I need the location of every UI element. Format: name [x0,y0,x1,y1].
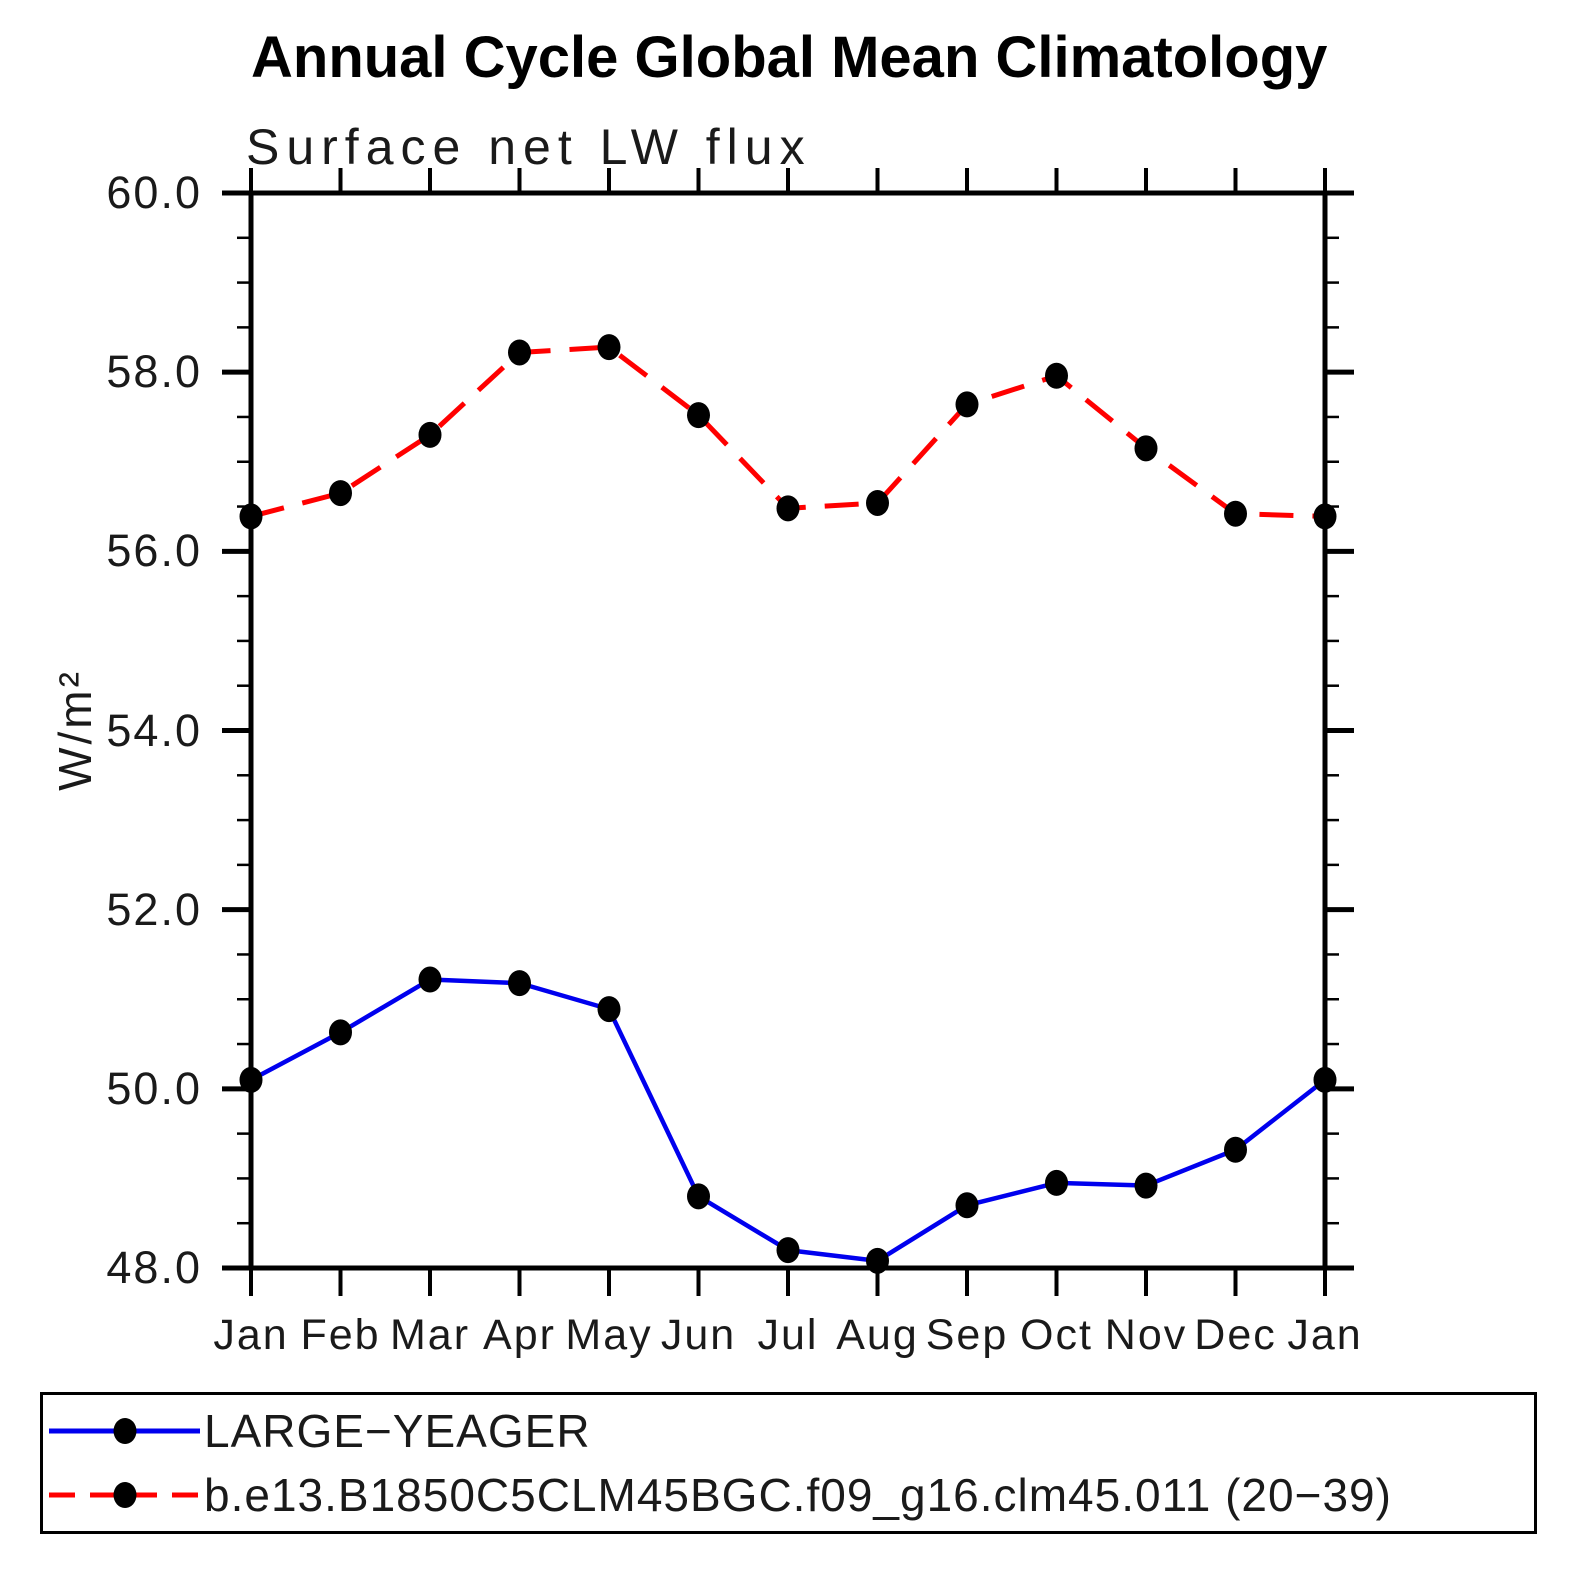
data-point-marker-s1 [687,402,710,429]
legend-label: b.e13.B1850C5CLM45BGC.f09_g16.clm45.011 … [204,1469,1392,1521]
data-point-marker-s0 [597,996,621,1023]
x-tick-label: Apr [483,1311,556,1359]
data-point-marker-s1 [955,391,979,418]
data-point-marker-s0 [1313,1066,1337,1093]
legend-label: LARGE−YEAGER [204,1405,591,1457]
data-point-marker-s0 [776,1237,800,1264]
data-point-marker-s0 [1224,1136,1247,1163]
x-tick-label: Dec [1194,1311,1277,1359]
chart-title: Annual Cycle Global Mean Climatology [251,25,1328,90]
legend-box: LARGE−YEAGER b.e13.B1850C5CLM45BGC.f09_g… [40,1392,1537,1534]
series-line-1 [250,344,1326,519]
y-tick-label: 50.0 [106,1062,202,1114]
y-tick-label: 48.0 [106,1242,202,1293]
data-point-marker-s0 [508,970,531,997]
data-point-marker-s1 [597,334,621,361]
data-point-marker-s1 [1313,503,1337,530]
chart-subtitle: Surface net LW flux [246,119,812,175]
data-point-marker-s0 [1134,1172,1158,1199]
data-point-marker-s0 [418,966,442,993]
data-point-marker-s0 [239,1066,263,1093]
data-point-marker-s0 [1045,1169,1068,1196]
x-tick-label: Jul [757,1311,819,1359]
data-point-marker-s1 [866,489,889,516]
x-tick-label: Feb [300,1311,381,1359]
data-point-marker-s0 [866,1247,889,1274]
data-point-marker-s1 [418,421,442,448]
axis-frame [248,190,1328,1271]
y-tick-label: 56.0 [106,525,202,577]
data-point-marker-s1 [329,480,352,507]
y-tick-label: 52.0 [106,883,202,935]
x-tick-label: Jun [660,1311,737,1359]
y-tick-label: 58.0 [106,346,202,398]
data-point-marker-s1 [508,339,531,366]
x-tick-label: Sep [925,1311,1009,1359]
x-tick-label: Jan [1287,1311,1363,1359]
data-point-marker-s1 [1224,500,1247,527]
y-tick-label: 60.0 [106,167,202,218]
legend-line-sample-solid [49,1418,200,1444]
x-tick-label: Jan [213,1311,289,1359]
x-tick-label: Nov [1104,1311,1188,1359]
series-line-0 [249,977,1327,1264]
data-point-marker-s1 [239,503,263,530]
legend-sample-marker [113,1418,137,1444]
legend-line-sample-dashed [49,1482,200,1508]
y-tick-label: 54.0 [106,704,202,756]
x-tick-label: Aug [836,1311,919,1359]
data-point-marker-s1 [1045,362,1068,389]
data-point-marker-s0 [329,1019,352,1046]
x-tick-label: Mar [389,1311,471,1359]
data-point-marker-s1 [1134,435,1158,462]
legend-entry-model-run: b.e13.B1850C5CLM45BGC.f09_g16.clm45.011 … [47,1463,1392,1527]
x-tick-label: May [565,1311,653,1359]
data-point-marker-s1 [776,495,800,522]
data-point-marker-s0 [955,1192,979,1219]
legend-sample-marker [113,1482,137,1508]
data-point-marker-s0 [687,1183,710,1210]
legend-entry-large-yeager: LARGE−YEAGER [47,1399,591,1463]
x-tick-label: Oct [1020,1311,1093,1359]
